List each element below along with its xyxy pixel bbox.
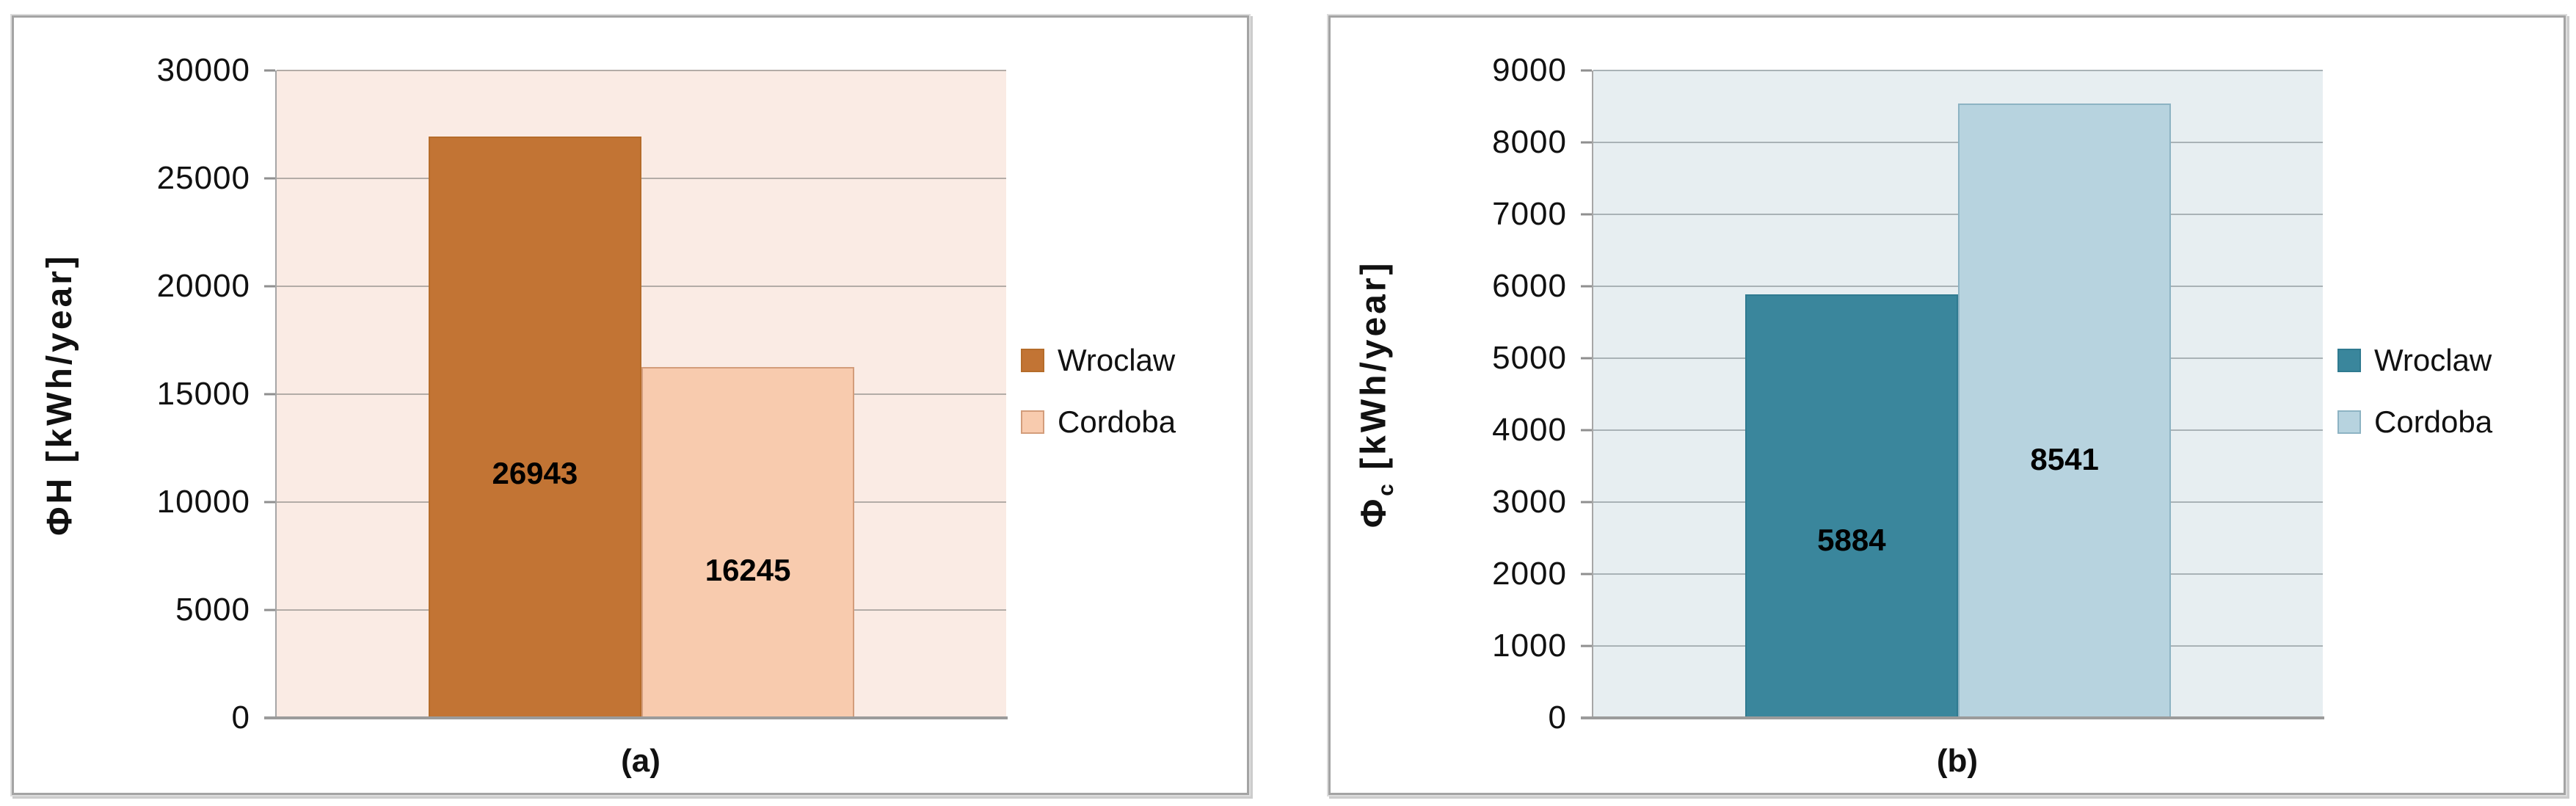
y-tick-label: 30000 — [156, 52, 250, 88]
y-tick-label: 9000 — [1492, 52, 1567, 88]
bar-wroclaw: 5884 — [1744, 294, 1958, 718]
y-tick-label: 4000 — [1492, 412, 1567, 448]
bar-cordoba: 8541 — [1958, 103, 2172, 718]
legend-label: Wroclaw — [1058, 343, 1176, 377]
caption: (a) — [621, 743, 661, 779]
y-tick-mark — [1581, 573, 1592, 576]
bar-value-label: 26943 — [492, 456, 578, 490]
bar-chart-a: ΦH [kWh/year] 0 5000 10000 15000 20000 25000 3… — [14, 18, 1247, 793]
legend-item-wroclaw: Wroclaw — [2337, 345, 2492, 376]
legend: Wroclaw Cordoba — [2337, 345, 2492, 438]
y-axis: 0 5000 10000 15000 20000 25000 30000 — [14, 54, 275, 734]
y-tick-mark — [264, 69, 275, 72]
y-tick-label: 25000 — [156, 160, 250, 196]
legend-swatch-icon — [1021, 410, 1044, 434]
y-tick-label: 8000 — [1492, 124, 1567, 160]
y-tick-mark — [1581, 357, 1592, 360]
legend: Wroclaw Cordoba — [1021, 345, 1176, 438]
y-tick-label: 5000 — [1492, 340, 1567, 376]
y-axis: 0 1000 2000 3000 4000 5000 6000 7000 8000 9000 — [1331, 54, 1592, 734]
y-tick-label: 7000 — [1492, 196, 1567, 232]
y-tick-mark — [264, 501, 275, 504]
x-axis-line — [1581, 716, 2324, 719]
y-tick-mark — [1581, 213, 1592, 216]
legend-label: Cordoba — [2374, 404, 2493, 439]
plot-area: 5884 8541 — [1592, 70, 2323, 718]
y-tick-mark — [1581, 429, 1592, 432]
gridline — [277, 70, 1006, 71]
x-axis-line — [264, 716, 1008, 719]
y-tick-label: 20000 — [156, 268, 250, 305]
y-tick-mark — [1581, 69, 1592, 72]
y-tick-label: 2000 — [1492, 556, 1567, 592]
y-tick-mark — [264, 393, 275, 396]
y-tick-label: 6000 — [1492, 268, 1567, 305]
y-tick-mark — [1581, 285, 1592, 288]
bar-group: 5884 8541 — [1593, 70, 2323, 718]
bar-value-label: 8541 — [2030, 442, 2099, 477]
gridline — [1593, 70, 2323, 71]
gridline — [277, 286, 1006, 288]
legend-item-wroclaw: Wroclaw — [1021, 345, 1176, 376]
gridline — [277, 178, 1006, 179]
bar-cordoba: 16245 — [641, 367, 855, 718]
y-tick-mark — [1581, 141, 1592, 144]
bar-value-label: 16245 — [705, 553, 791, 588]
y-tick-mark — [1581, 501, 1592, 504]
legend-item-cordoba: Cordoba — [2337, 407, 2492, 438]
chart-panel-b: Φc [kWh/year] 0 1000 2000 3000 4000 5000 6000 7… — [1328, 15, 2566, 795]
y-tick-label: 15000 — [156, 376, 250, 412]
bar-value-label: 5884 — [1817, 522, 1886, 557]
bar-wroclaw: 26943 — [428, 136, 641, 718]
y-tick-mark — [1581, 645, 1592, 647]
legend-swatch-icon — [2337, 349, 2361, 372]
legend-item-cordoba: Cordoba — [1021, 407, 1176, 438]
y-tick-mark — [264, 285, 275, 288]
legend-label: Cordoba — [1058, 404, 1176, 439]
bar-chart-b: Φc [kWh/year] 0 1000 2000 3000 4000 5000 6000 7… — [1331, 18, 2564, 793]
legend-label: Wroclaw — [2374, 343, 2492, 377]
bar-group: 26943 16245 — [277, 70, 1006, 718]
caption: (b) — [1936, 743, 1979, 779]
legend-swatch-icon — [1021, 349, 1044, 372]
y-tick-label: 1000 — [1492, 628, 1567, 664]
y-tick-label: 10000 — [156, 484, 250, 520]
legend-swatch-icon — [2337, 410, 2361, 434]
plot-area: 26943 16245 — [275, 70, 1006, 718]
y-tick-label: 5000 — [175, 592, 250, 628]
y-tick-label: 3000 — [1492, 484, 1567, 520]
y-tick-mark — [264, 177, 275, 180]
chart-panel-a: ΦH [kWh/year] 0 5000 10000 15000 20000 25000 3… — [12, 15, 1249, 795]
y-tick-label: 0 — [231, 700, 250, 736]
y-tick-mark — [264, 609, 275, 611]
y-tick-label: 0 — [1548, 700, 1567, 736]
